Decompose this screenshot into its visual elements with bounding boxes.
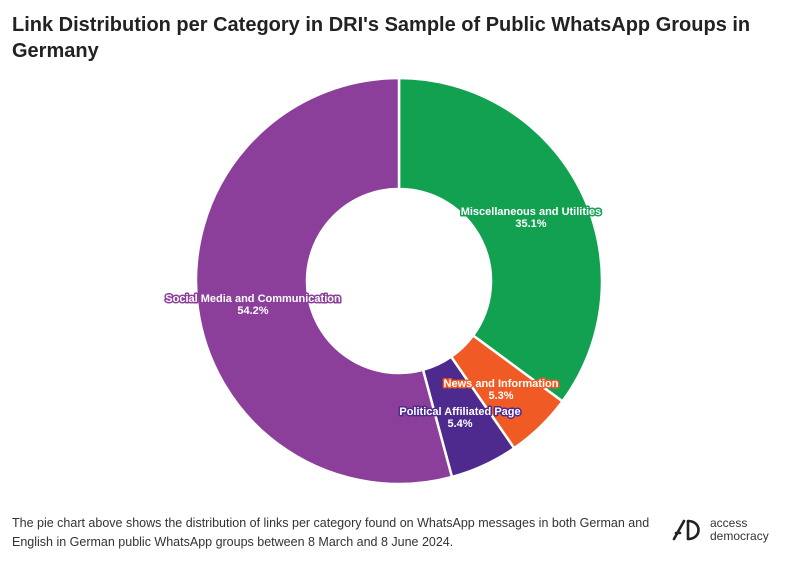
slice-miscellaneous-and-utilities xyxy=(397,76,604,403)
chart-title: Link Distribution per Category in DRI's … xyxy=(12,14,751,62)
slice-percent-label: 54.2% xyxy=(237,305,268,317)
slice-percent-label: 35.1% xyxy=(515,218,546,230)
logo-text-line2: democracy xyxy=(710,529,769,543)
donut-slices xyxy=(194,76,604,486)
chart-description: The pie chart above shows the distributi… xyxy=(12,516,650,549)
logo-text-line1: access xyxy=(710,516,748,530)
slice-label: Political Affiliated Page xyxy=(399,406,520,418)
slice-label: Miscellaneous and Utilities xyxy=(461,206,602,218)
slice-label: News and Information xyxy=(444,378,559,390)
slice-social-media-and-communication xyxy=(194,76,454,486)
logo-icon xyxy=(672,519,700,541)
slice-percent-label: 5.4% xyxy=(447,418,472,430)
slice-percent-label: 5.3% xyxy=(488,390,513,402)
logo-text: access democracy xyxy=(710,517,769,543)
slice-label: Social Media and Communication xyxy=(165,293,341,305)
access-democracy-logo: access democracy xyxy=(672,512,787,548)
